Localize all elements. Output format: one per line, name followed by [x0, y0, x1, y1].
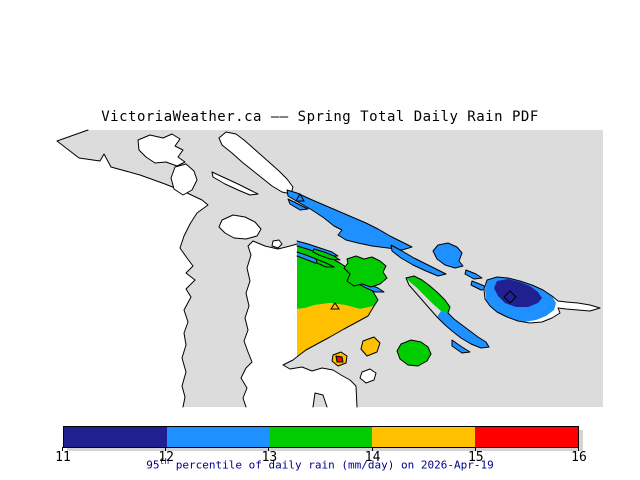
rain-12-13-strip-1 — [297, 241, 338, 256]
rain-12-13-island-3 — [390, 244, 447, 277]
rain-12-13-island-8 — [451, 339, 471, 354]
caption-superscript: th — [159, 457, 170, 466]
rain-12-13-island-2 — [287, 198, 309, 211]
land-island-3 — [218, 131, 294, 195]
colorbar-ticks: 11 12 13 14 15 16 — [55, 447, 587, 465]
colorbar-tick-mark — [62, 447, 63, 451]
colorbar-segments — [63, 426, 579, 448]
colorbar-tick-label: 11 — [55, 450, 71, 465]
rain-15-16-spot — [335, 355, 344, 363]
land-island-7 — [359, 368, 377, 384]
page-title: VictoriaWeather.ca —— Spring Total Daily… — [101, 109, 539, 125]
colorbar-segment — [269, 427, 373, 447]
station-marker-triangle-2 — [330, 302, 340, 310]
rain-13-14-island-2 — [312, 248, 341, 261]
colorbar-tick-label: 14 — [364, 450, 381, 465]
colorbar-tick-mark — [474, 447, 476, 451]
rain-13-14-part-mixed-island — [406, 276, 450, 313]
colorbar-segment — [64, 427, 167, 447]
colorbar-segment — [372, 427, 476, 447]
colorbar-tick-label: 15 — [467, 450, 484, 465]
east-island-outline — [483, 276, 601, 324]
land-island-2 — [170, 163, 198, 196]
colorbar-tick-label: 12 — [158, 450, 175, 465]
colorbar-segment — [166, 427, 270, 447]
station-marker-diamond — [503, 290, 517, 304]
caption-value: 95 — [146, 458, 160, 472]
rain-13-14-island-4 — [396, 339, 432, 367]
rain-12-13-island-5 — [464, 269, 483, 280]
colorbar-tick-mark — [578, 447, 579, 451]
rain-12-13-island-4 — [432, 242, 464, 269]
mixed-island-outline — [405, 275, 490, 349]
victoria-harbour-notch — [312, 392, 328, 408]
colorbar-tick-mark — [371, 447, 373, 451]
rain-12-13-strip-1-outline — [296, 240, 339, 257]
colorbar-segment — [475, 427, 578, 447]
colorbar-tick-label: 13 — [261, 450, 278, 465]
colorbar-caption: 95th percentile of daily rain (mm/day) o… — [0, 457, 640, 472]
vancouver-island-landmass — [0, 130, 208, 407]
rain-12-13-part-mixed-island — [437, 311, 489, 348]
saanich-peninsula-rain-14-15-region — [297, 303, 374, 357]
colorbar-tick-mark — [165, 447, 167, 451]
land-island-6 — [271, 239, 283, 249]
land-island-5 — [218, 214, 262, 240]
rain-13-14-island-1 — [343, 255, 388, 288]
rain-14-15-island-1 — [360, 336, 381, 357]
colorbar-tick-label: 16 — [571, 450, 587, 465]
caption-rest: percentile of daily rain (mm/day) on 202… — [169, 458, 494, 472]
vancouver-island-coastline — [56, 129, 209, 408]
colorbar-tick-mark — [268, 447, 270, 451]
land-island-1 — [137, 133, 186, 167]
rain-13-14-island-3 — [315, 258, 335, 268]
land-island-4 — [211, 171, 259, 196]
station-marker-triangle-1 — [295, 192, 305, 202]
rain-11-12-region — [494, 279, 542, 307]
